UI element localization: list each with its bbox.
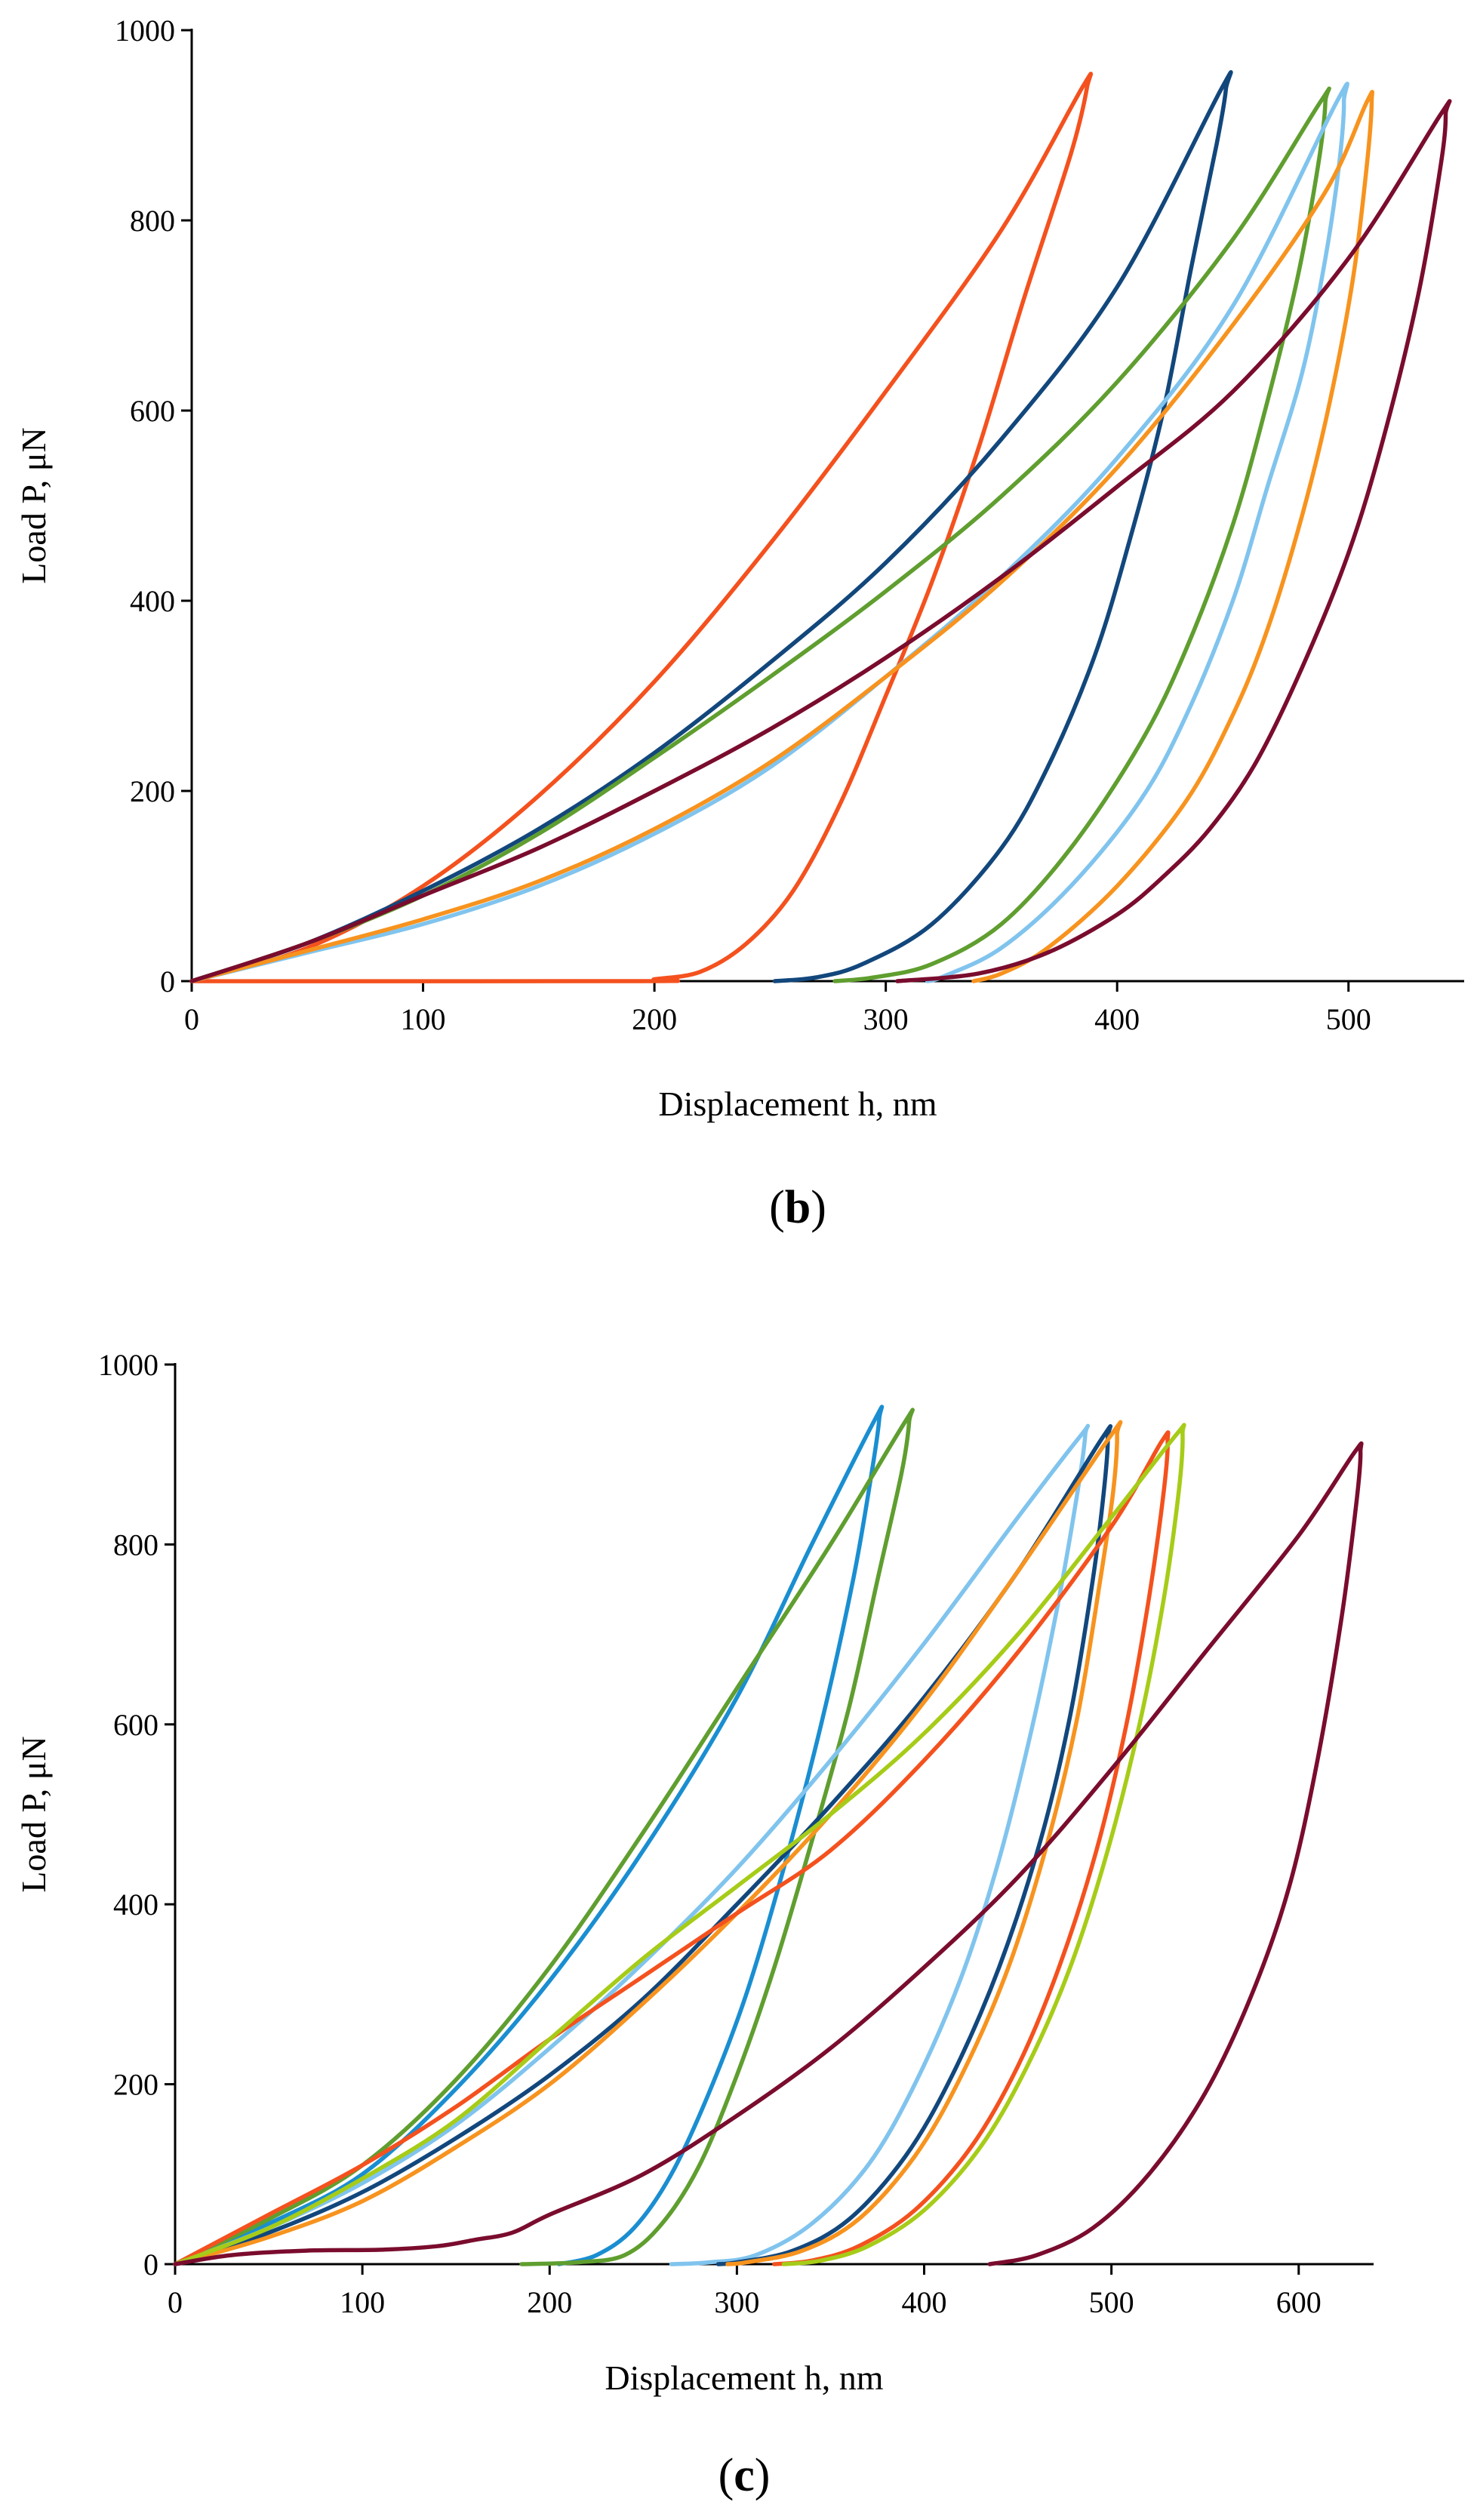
series-line-maroon — [173, 1441, 1364, 2266]
chart-panel-c: 0 200 400 600 800 1000 0 100 200 300 400 500 600 Disp… — [14, 1348, 1374, 2501]
y-tick-label: 1000 — [115, 14, 175, 48]
y-tick-label: 200 — [130, 774, 175, 808]
x-tick-label: 200 — [632, 1002, 677, 1036]
panel-label-open-paren: ( — [718, 2450, 734, 2501]
y-tick-label: 0 — [160, 965, 175, 998]
x-tick-label: 100 — [401, 1002, 446, 1036]
series-line-dark-blue — [189, 69, 1233, 983]
x-tick-label: 300 — [714, 2285, 759, 2319]
y-tick-label: 0 — [143, 2248, 158, 2282]
x-tick-label: 0 — [168, 2285, 183, 2319]
series-line-yellow-green — [173, 1423, 1186, 2266]
panel-label-letter: b — [785, 1182, 811, 1233]
x-tick-label: 400 — [1094, 1002, 1140, 1036]
x-tick-label: 600 — [1276, 2285, 1322, 2319]
series-line-orange-red — [189, 72, 1094, 983]
panel-label-letter: c — [734, 2450, 755, 2501]
y-tick-label: 600 — [130, 394, 175, 428]
series-line-orange — [173, 1420, 1123, 2266]
series-line-orange-red — [173, 1430, 1171, 2266]
x-tick-label: 0 — [184, 1002, 199, 1036]
x-tick-label: 500 — [1326, 1002, 1371, 1036]
y-tick-label: 800 — [130, 204, 175, 238]
x-tick-label: 300 — [863, 1002, 909, 1036]
series-line-light-blue — [173, 1423, 1091, 2266]
x-tick-label: 100 — [340, 2285, 385, 2319]
y-tick-label: 1000 — [98, 1348, 158, 1382]
y-axis-title: Load P, μN — [14, 1736, 53, 1892]
series-line-maroon — [189, 99, 1452, 983]
panel-label-open-paren: ( — [769, 1182, 785, 1233]
x-axis-title: Displacement h, nm — [605, 2358, 883, 2397]
y-tick-label: 400 — [130, 584, 175, 618]
y-tick-label: 400 — [113, 1888, 158, 1922]
x-axis-title: Displacement h, nm — [658, 1085, 937, 1123]
series-line-green — [173, 1408, 915, 2266]
series-line-dark-blue — [173, 1424, 1113, 2266]
panel-label-close-paren: ) — [755, 2450, 771, 2501]
series-line-light-blue — [189, 82, 1349, 983]
panel-label-close-paren: ) — [811, 1182, 826, 1233]
y-axis-title: Load P, μN — [14, 427, 53, 583]
chart-panel-b: 0 200 400 600 800 1000 0 100 200 300 400 500 Displac… — [14, 14, 1464, 1233]
x-tick-label: 500 — [1089, 2285, 1134, 2319]
y-tick-label: 200 — [113, 2068, 158, 2102]
panel-label: (c) — [718, 2450, 771, 2501]
series-line-blue — [173, 1405, 885, 2266]
series-line-green — [189, 86, 1331, 983]
y-tick-label: 600 — [113, 1708, 158, 1742]
x-tick-label: 400 — [902, 2285, 947, 2319]
y-tick-label: 800 — [113, 1528, 158, 1562]
x-tick-label: 200 — [527, 2285, 572, 2319]
series-line-orange — [189, 90, 1374, 983]
panel-label: (b) — [769, 1182, 826, 1233]
